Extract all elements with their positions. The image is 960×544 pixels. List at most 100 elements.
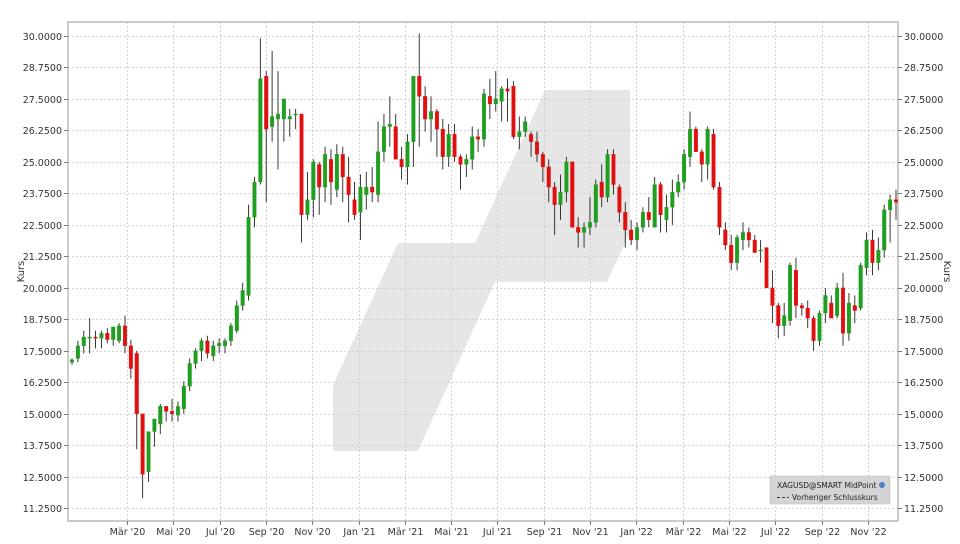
- y-tick-label-left: 18.7500: [23, 315, 62, 326]
- candle-body: [746, 232, 751, 241]
- x-tick-label: Sep '22: [805, 527, 841, 538]
- y-tick-label-left: 16.2500: [23, 378, 62, 389]
- candle-body: [281, 98, 286, 120]
- candle-body: [805, 307, 810, 319]
- candle-body: [729, 244, 734, 263]
- x-tick-label: Sep '21: [527, 527, 563, 538]
- candle-body: [770, 287, 775, 306]
- candle-body: [328, 159, 333, 183]
- candle-body: [735, 237, 740, 263]
- y-tick-label-right: 27.5000: [904, 95, 943, 106]
- candle-body: [346, 176, 351, 195]
- candle-body: [187, 363, 192, 387]
- y-tick-label-left: 26.2500: [23, 126, 62, 137]
- candles: [70, 33, 898, 499]
- candle-body: [793, 270, 798, 306]
- x-tick-label: Mär '20: [110, 527, 146, 538]
- candle-body: [617, 186, 622, 213]
- candle-body: [605, 154, 610, 198]
- candle-body: [70, 359, 74, 363]
- candle-body: [452, 133, 457, 157]
- y-tick-label-right: 28.7500: [904, 63, 943, 74]
- candle-body: [888, 199, 893, 210]
- candle-body: [799, 305, 804, 309]
- candle-body: [858, 265, 863, 309]
- y-tick-label-left: 17.5000: [23, 347, 62, 358]
- candle-body: [405, 141, 410, 168]
- candle-body: [658, 184, 663, 215]
- legend: XAGUSD@SMART MidPoint Vorheriger Schlussk…: [769, 475, 891, 505]
- candle-body: [105, 333, 110, 340]
- candle-body: [499, 88, 504, 102]
- candle-body: [340, 154, 345, 178]
- candle-body: [505, 88, 510, 92]
- x-tick-label: Sep '20: [249, 527, 285, 538]
- candle-body: [446, 133, 451, 157]
- x-tick-label: Nov '21: [572, 527, 608, 538]
- candle-body: [693, 128, 698, 152]
- candle-body: [640, 212, 645, 228]
- y-tick-label-right: 30.0000: [904, 32, 943, 43]
- y-tick-label-right: 15.0000: [904, 410, 943, 421]
- candle-body: [458, 156, 463, 165]
- x-tick-label: Jul '22: [760, 527, 790, 538]
- y-tick-label-left: 15.0000: [23, 410, 62, 421]
- candle-body: [664, 207, 669, 220]
- candle-body: [81, 336, 86, 346]
- y-tick-label-right: 16.2500: [904, 378, 943, 389]
- candle-body: [564, 161, 569, 193]
- candle-body: [364, 186, 369, 195]
- candle-body: [311, 161, 316, 200]
- x-tick-label: Jul '21: [482, 527, 512, 538]
- candle-body: [381, 126, 386, 152]
- candle-body: [546, 166, 551, 188]
- candle-body: [635, 227, 640, 241]
- candle-body: [876, 249, 881, 263]
- candle-body: [841, 287, 846, 334]
- candle-body: [740, 232, 745, 241]
- candle-body: [487, 96, 492, 105]
- candle-body: [117, 325, 122, 341]
- y-tick-label-right: 26.2500: [904, 126, 943, 137]
- candle-body: [128, 345, 133, 369]
- y-tick-label-right: 25.0000: [904, 158, 943, 169]
- candle-body: [234, 305, 239, 331]
- candle-body: [352, 199, 357, 215]
- candle-body: [493, 98, 498, 105]
- candle-body: [199, 340, 204, 352]
- y-tick-label-right: 20.0000: [904, 284, 943, 295]
- candle-body: [246, 217, 251, 296]
- candle-body: [270, 116, 275, 127]
- watermark-shape: [333, 90, 630, 451]
- candle-body: [240, 290, 245, 306]
- candle-body: [158, 406, 163, 425]
- legend-series-label: XAGUSD@SMART MidPoint: [777, 481, 876, 490]
- candle-body: [646, 212, 651, 220]
- candle-body: [317, 164, 322, 188]
- candle-body: [852, 305, 857, 311]
- candle-body: [782, 315, 787, 326]
- candle-body: [205, 340, 210, 354]
- x-tick-label: Nov '20: [294, 527, 330, 538]
- candle-body: [776, 305, 781, 326]
- candle-body: [358, 186, 363, 213]
- candle-body: [788, 265, 793, 321]
- candle-body: [711, 133, 716, 188]
- x-tick-label: Mär '22: [666, 527, 702, 538]
- y-tick-label-left: 11.2500: [23, 504, 62, 515]
- legend-box: [769, 475, 891, 505]
- candle-body: [287, 116, 292, 120]
- legend-prev-close-label: Vorheriger Schlusskurs: [792, 493, 878, 502]
- candle-body: [752, 239, 757, 253]
- candle-body: [894, 199, 898, 203]
- candle-body: [529, 133, 534, 142]
- candle-body: [629, 229, 634, 241]
- candle-body: [811, 317, 816, 341]
- x-tick-label: Jul '20: [205, 527, 235, 538]
- y-tick-label-left: 25.0000: [23, 158, 62, 169]
- y-tick-label-left: 21.2500: [23, 252, 62, 263]
- x-tick-label: Mai '21: [434, 527, 468, 538]
- candle-body: [393, 126, 398, 160]
- candle-body: [134, 353, 139, 415]
